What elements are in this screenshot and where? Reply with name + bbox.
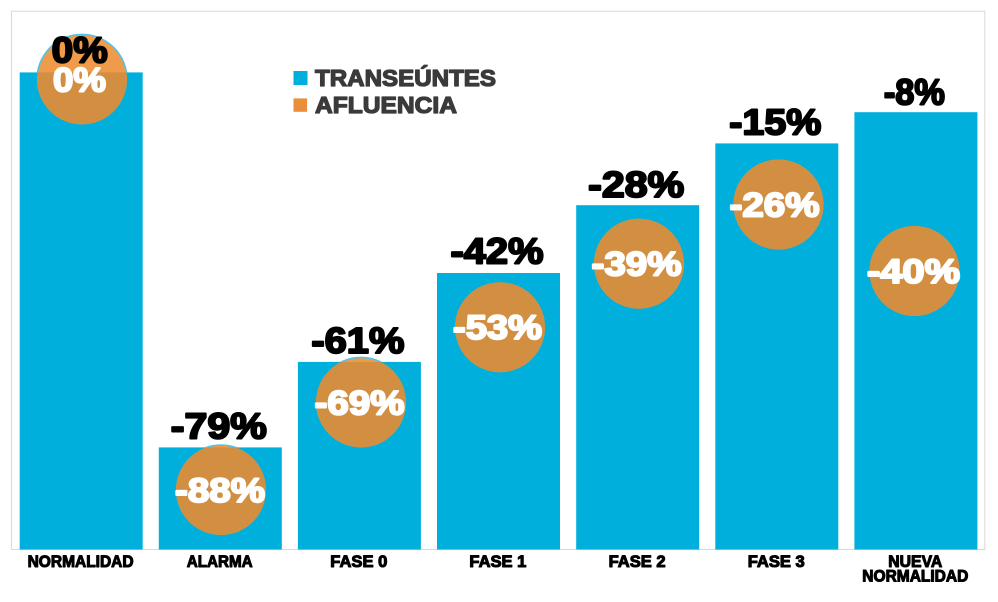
svg-text:0%: 0% bbox=[53, 61, 106, 99]
svg-text:-28%: -28% bbox=[588, 164, 684, 205]
svg-text:-79%: -79% bbox=[171, 405, 267, 446]
svg-text:0%: 0% bbox=[52, 30, 108, 71]
svg-text:-69%: -69% bbox=[315, 384, 405, 422]
svg-text:-39%: -39% bbox=[592, 246, 682, 284]
svg-text:FASE 3: FASE 3 bbox=[748, 552, 805, 571]
svg-text:-26%: -26% bbox=[730, 187, 820, 225]
svg-text:-15%: -15% bbox=[729, 101, 821, 142]
svg-text:FASE 2: FASE 2 bbox=[609, 552, 666, 571]
svg-text:TRANSEÚNTES: TRANSEÚNTES bbox=[315, 64, 496, 91]
svg-text:NUEVA: NUEVA bbox=[888, 552, 942, 571]
svg-text:-8%: -8% bbox=[884, 72, 945, 113]
svg-text:-53%: -53% bbox=[453, 309, 542, 347]
svg-text:-40%: -40% bbox=[867, 253, 960, 291]
svg-text:-42%: -42% bbox=[451, 231, 544, 272]
svg-text:ALARMA: ALARMA bbox=[187, 552, 253, 571]
svg-text:NORMALIDAD: NORMALIDAD bbox=[28, 552, 134, 571]
svg-text:NORMALIDAD: NORMALIDAD bbox=[862, 566, 968, 585]
svg-text:AFLUENCIA: AFLUENCIA bbox=[315, 92, 457, 118]
svg-text:FASE 1: FASE 1 bbox=[469, 552, 526, 571]
svg-text:FASE 0: FASE 0 bbox=[330, 552, 387, 571]
svg-text:-88%: -88% bbox=[175, 472, 265, 510]
svg-text:-61%: -61% bbox=[311, 320, 404, 361]
